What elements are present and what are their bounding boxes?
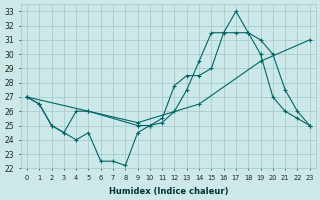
- X-axis label: Humidex (Indice chaleur): Humidex (Indice chaleur): [108, 187, 228, 196]
